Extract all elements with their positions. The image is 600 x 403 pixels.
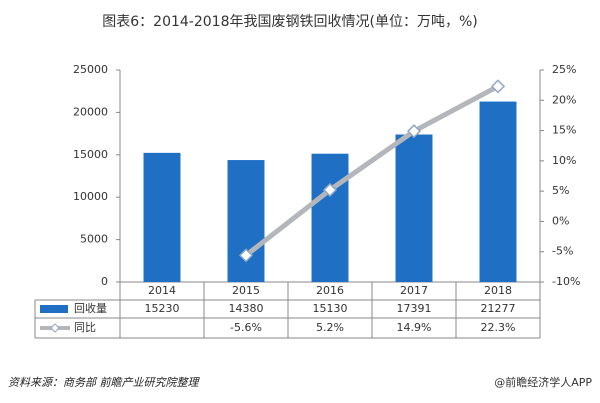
y-tick-label: 20000: [73, 105, 108, 118]
y2-tick-label: 0%: [552, 214, 569, 227]
y2-tick-label: 10%: [552, 154, 576, 167]
y-tick-label: 15000: [73, 148, 108, 161]
bar: [395, 134, 433, 282]
table-value: 17391: [397, 302, 432, 315]
marker: [322, 182, 338, 197]
legend-label: 回收量: [74, 301, 107, 315]
source-note: 资料来源：商务部 前瞻产业研究院整理: [8, 376, 200, 389]
x-tick-label: 2014: [148, 284, 176, 297]
marker: [406, 124, 422, 139]
table-value: 15130: [313, 302, 348, 315]
y2-tick-label: 5%: [552, 184, 569, 197]
legend-label: 同比: [74, 321, 96, 334]
bar: [479, 101, 517, 282]
table-value: 21277: [481, 302, 516, 315]
bar: [311, 153, 349, 282]
y-tick-label: 0: [101, 275, 108, 288]
chart-title: 图表6：2014-2018年我国废钢铁回收情况(单位：万吨，%): [102, 14, 477, 30]
y-tick-label: 5000: [80, 233, 108, 246]
bar: [143, 152, 181, 282]
x-tick-label: 2017: [400, 284, 428, 297]
table-value: 22.3%: [481, 321, 516, 334]
y2-tick-label: 25%: [552, 63, 576, 76]
y-tick-label: 10000: [73, 190, 108, 203]
line: [244, 84, 500, 258]
table-value: 14380: [229, 302, 264, 315]
x-tick-label: 2018: [484, 284, 512, 297]
table-value: -5.6%: [230, 321, 262, 334]
table-value: 5.2%: [316, 321, 344, 334]
brand: @前瞻经济学人APP: [494, 375, 592, 389]
table-value: 15230: [145, 302, 180, 315]
legend-swatch: [40, 305, 68, 313]
y2-tick-label: 15%: [552, 124, 576, 137]
marker: [238, 248, 254, 263]
y2-tick-label: -5%: [552, 245, 573, 258]
marker: [490, 79, 506, 94]
bar: [227, 160, 265, 282]
y-tick-label: 25000: [73, 63, 108, 76]
x-tick-label: 2015: [232, 284, 260, 297]
table-value: 14.9%: [397, 321, 432, 334]
legend-swatch: [50, 323, 60, 333]
y2-tick-label: -10%: [552, 275, 580, 288]
x-tick-label: 2016: [316, 284, 344, 297]
y2-tick-label: 20%: [552, 93, 576, 106]
